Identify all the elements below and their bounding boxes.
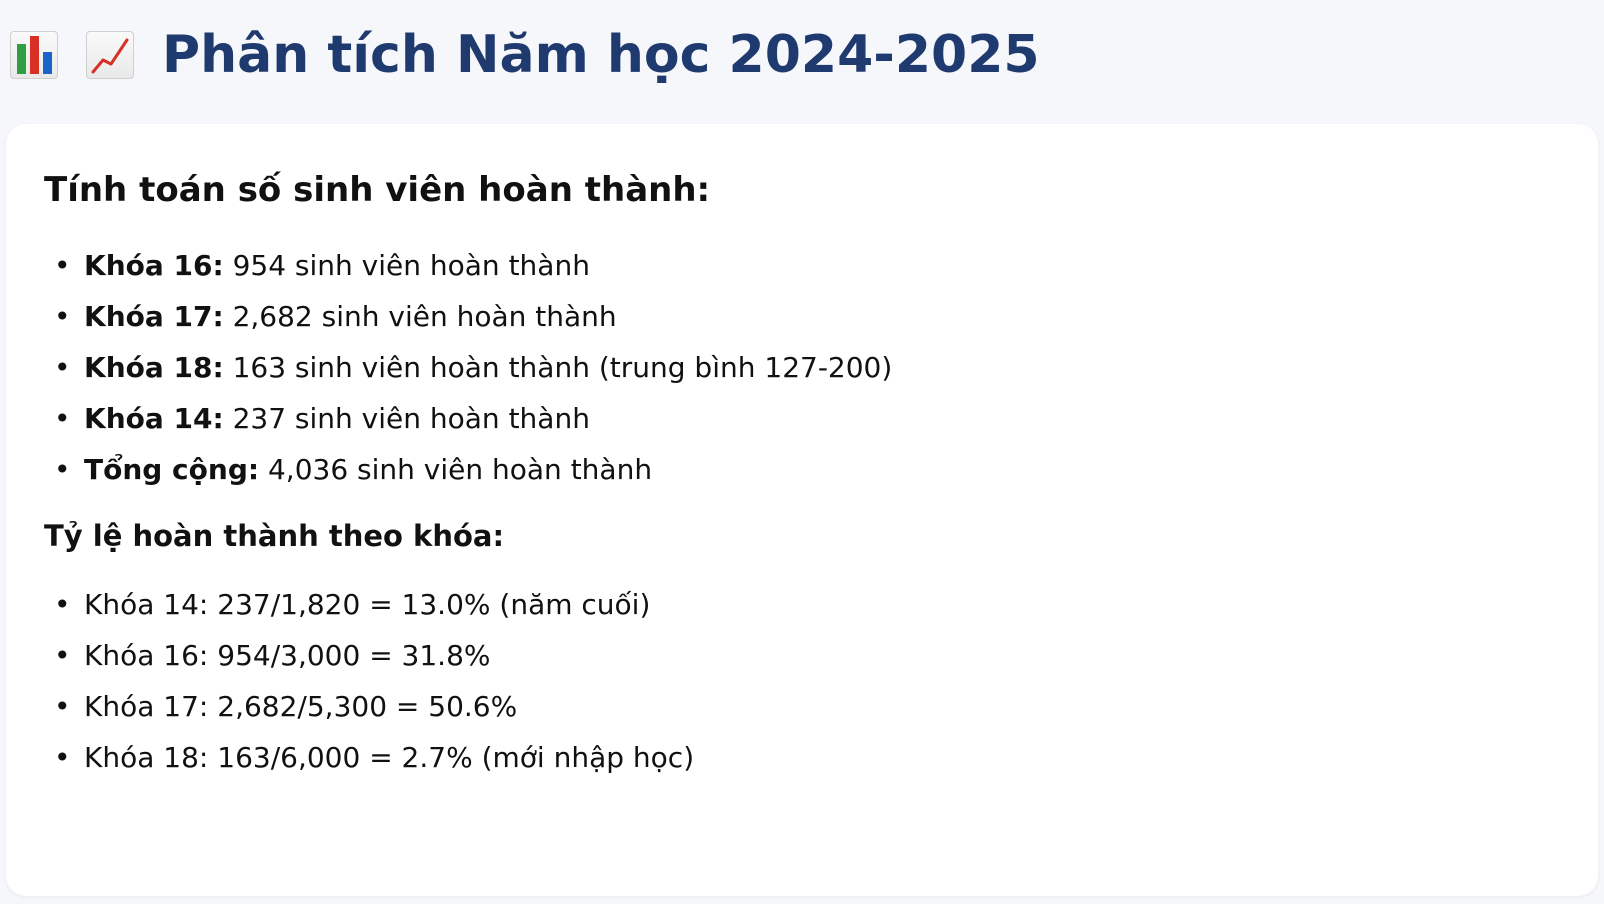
item-label: Khóa 18: — [84, 351, 224, 384]
completion-list: • Khóa 16: 954 sinh viên hoàn thành • Khóa… — [44, 240, 1560, 495]
item-text: 163 sinh viên hoàn thành (trung bình 127… — [223, 351, 893, 384]
item-text: 2,682 sinh viên hoàn thành — [223, 300, 617, 333]
list-item: • Khóa 14: 237 sinh viên hoàn thành — [54, 402, 590, 435]
item-label: Khóa 16: — [84, 249, 224, 282]
item-text: Khóa 18: 163/6,000 = 2.7% (mới nhập học) — [84, 741, 695, 774]
chart-increasing-icon — [86, 31, 134, 79]
content-card: Tính toán số sinh viên hoàn thành: • Khóa… — [6, 124, 1598, 896]
page-header: Phân tích Năm học 2024-2025 — [0, 0, 1604, 110]
item-text: Khóa 17: 2,682/5,300 = 50.6% — [84, 690, 518, 723]
list-item: • Tổng cộng: 4,036 sinh viên hoàn thành — [54, 453, 653, 486]
item-text: 4,036 sinh viên hoàn thành — [259, 453, 653, 486]
list-item: • Khóa 14: 237/1,820 = 13.0% (năm cuối) — [54, 588, 651, 621]
item-label: Tổng cộng: — [84, 453, 260, 486]
item-text: Khóa 16: 954/3,000 = 31.8% — [84, 639, 491, 672]
list-item: • Khóa 16: 954 sinh viên hoàn thành — [54, 249, 590, 282]
page-title: Phân tích Năm học 2024-2025 — [162, 25, 1040, 85]
bar-chart-icon — [10, 31, 58, 79]
item-label: Khóa 14: — [84, 402, 224, 435]
list-item: • Khóa 18: 163/6,000 = 2.7% (mới nhập học… — [54, 741, 695, 774]
list-item: • Khóa 17: 2,682/5,300 = 50.6% — [54, 690, 518, 723]
completion-heading: Tính toán số sinh viên hoàn thành: — [44, 170, 711, 210]
item-text: Khóa 14: 237/1,820 = 13.0% (năm cuối) — [84, 588, 651, 621]
item-text: 237 sinh viên hoàn thành — [223, 402, 590, 435]
rates-heading: Tỷ lệ hoàn thành theo khóa: — [44, 519, 505, 553]
list-item: • Khóa 18: 163 sinh viên hoàn thành (trun… — [54, 351, 893, 384]
item-label: Khóa 17: — [84, 300, 224, 333]
list-item: • Khóa 16: 954/3,000 = 31.8% — [54, 639, 491, 672]
rates-list: • Khóa 14: 237/1,820 = 13.0% (năm cuối) •… — [44, 579, 1560, 783]
list-item: • Khóa 17: 2,682 sinh viên hoàn thành — [54, 300, 617, 333]
item-text: 954 sinh viên hoàn thành — [223, 249, 590, 282]
